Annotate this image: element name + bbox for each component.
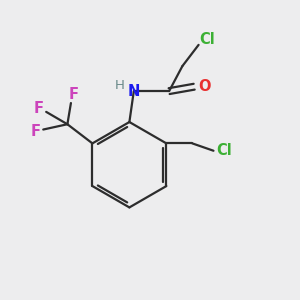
Text: Cl: Cl <box>199 32 215 47</box>
Text: F: F <box>68 87 78 102</box>
Text: Cl: Cl <box>216 143 232 158</box>
Text: F: F <box>34 101 44 116</box>
Text: H: H <box>115 79 124 92</box>
Text: F: F <box>31 124 41 139</box>
Text: N: N <box>128 84 140 99</box>
Text: O: O <box>198 79 211 94</box>
